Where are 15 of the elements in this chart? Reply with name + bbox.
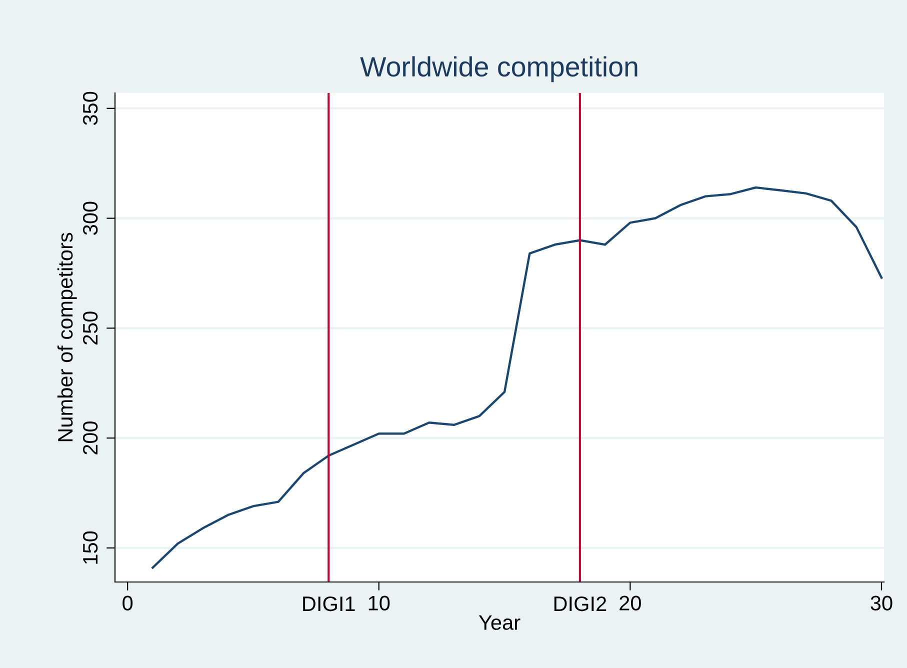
x-axis-title: Year bbox=[478, 615, 520, 630]
y-tick-label: 350 bbox=[82, 92, 98, 125]
x-tick-label: 20 bbox=[620, 596, 641, 610]
y-tick-label: 250 bbox=[82, 312, 98, 344]
y-tick-label: 200 bbox=[82, 421, 98, 454]
ref-line-label: DIGI2 bbox=[554, 596, 606, 612]
y-axis-title: Number of competitors bbox=[57, 232, 77, 442]
x-tick-label: 10 bbox=[368, 596, 390, 610]
x-tick-label: 0 bbox=[122, 596, 133, 610]
ref-line-label: DIGI1 bbox=[303, 596, 355, 612]
y-tick-label: 150 bbox=[82, 531, 98, 564]
x-tick-label: 30 bbox=[870, 596, 892, 610]
chart-title: Worldwide competition bbox=[360, 56, 638, 82]
line-series bbox=[152, 186, 883, 569]
y-tick-label: 300 bbox=[82, 202, 98, 235]
